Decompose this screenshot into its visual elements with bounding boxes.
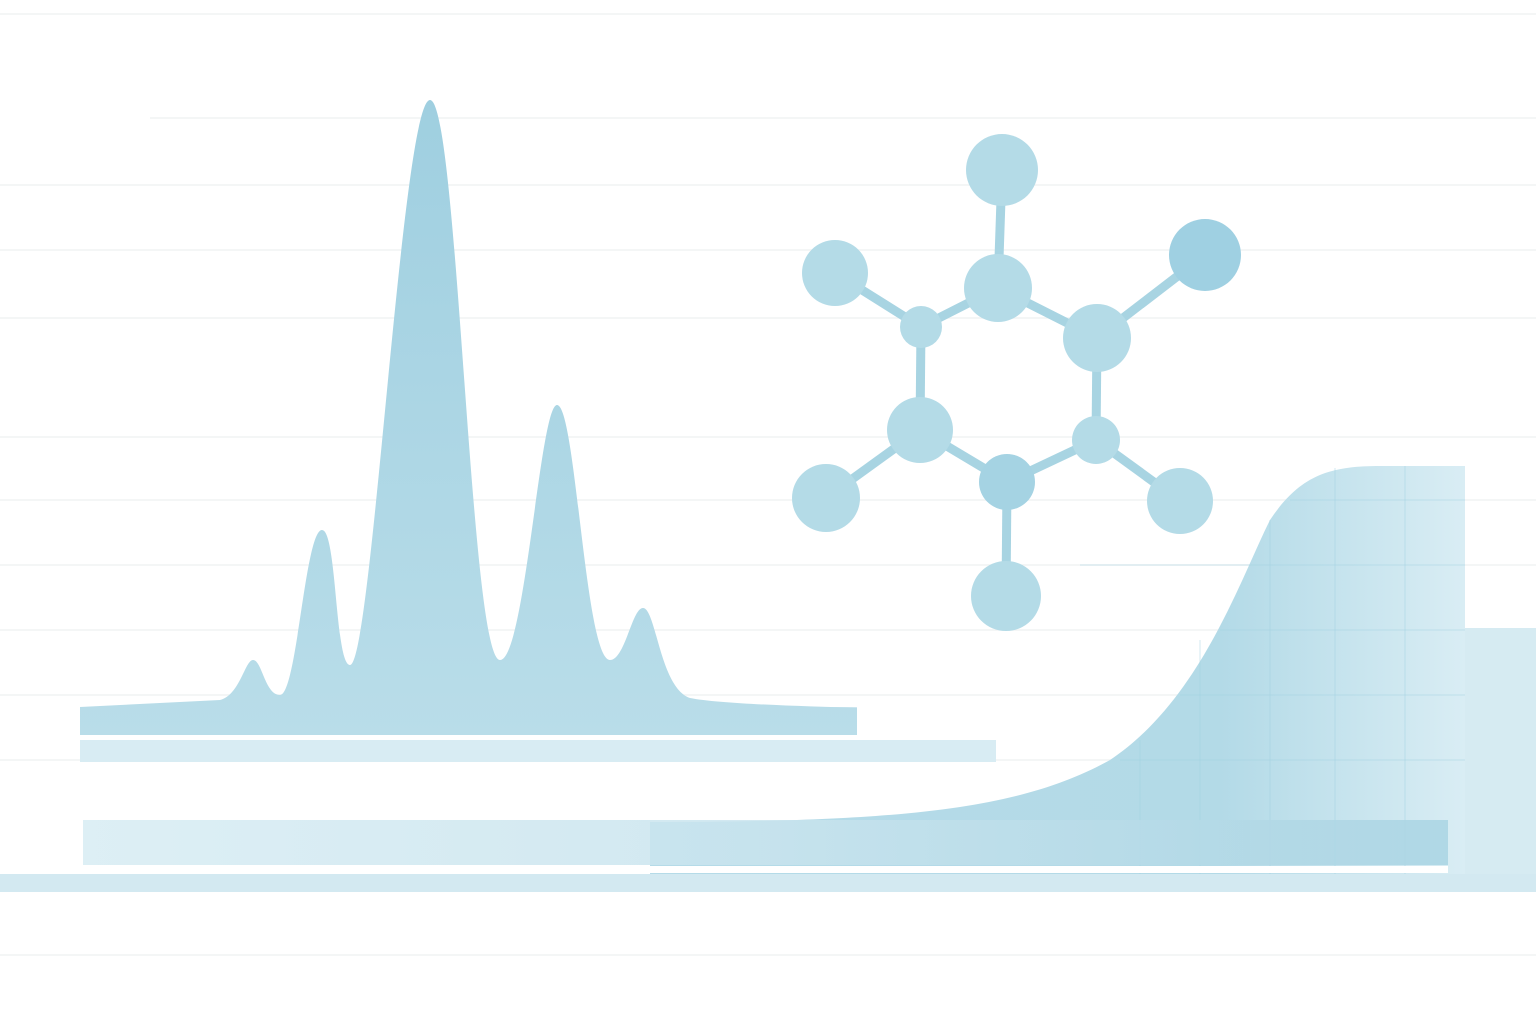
- shape: [1072, 416, 1120, 464]
- shape: [80, 100, 857, 735]
- shape: [1169, 219, 1241, 291]
- shape: [971, 561, 1041, 631]
- shape: [802, 240, 868, 306]
- shape: [83, 820, 1448, 865]
- shape: [80, 866, 1448, 873]
- shape: [1465, 628, 1536, 892]
- bars: [0, 740, 1536, 892]
- shape: [792, 464, 860, 532]
- shape: [964, 254, 1032, 322]
- sigmoid-area: [650, 466, 1536, 892]
- shape: [966, 134, 1038, 206]
- shape: [80, 740, 996, 762]
- shape: [887, 397, 953, 463]
- shape: [1147, 468, 1213, 534]
- shape: [0, 874, 1536, 892]
- shape: [650, 466, 1465, 892]
- spectrum: [80, 100, 857, 735]
- molecule: [792, 134, 1241, 631]
- shape: [900, 306, 942, 348]
- shape: [979, 454, 1035, 510]
- shape: [1063, 304, 1131, 372]
